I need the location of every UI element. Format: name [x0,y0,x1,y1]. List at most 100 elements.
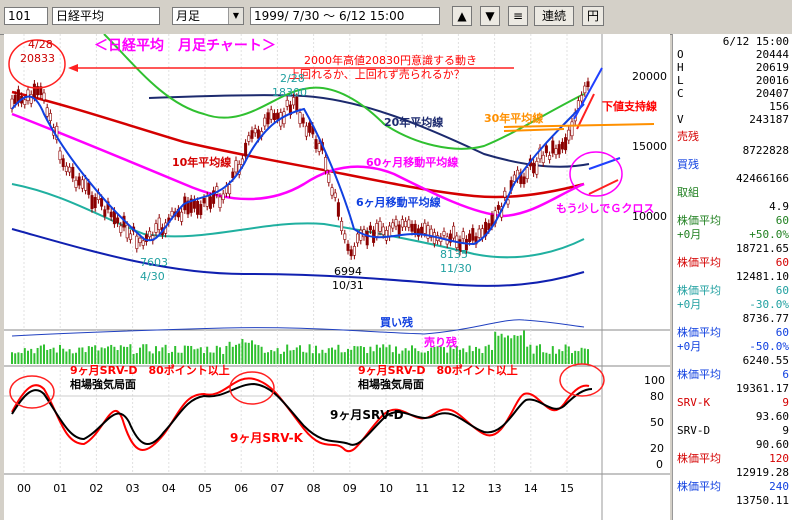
candle-body [346,243,350,251]
volume-bar [311,353,314,364]
name-field[interactable]: 日経平均 [52,7,160,25]
period-select[interactable]: 月足 ▼ [172,7,244,25]
volume-bar [375,344,378,364]
volume-bar [158,351,161,364]
candle-body [199,204,203,216]
price-tick-15000: 15000 [632,140,667,153]
ohlc-value: 20407 [755,87,789,100]
x-tick-label: 13 [488,482,502,495]
indicator-row: 売残 [677,130,789,143]
candle-body [404,220,408,228]
volume-bar [385,347,388,364]
candle-body [109,211,113,218]
ma240-blue-line [11,228,585,287]
volume-bar [62,348,65,364]
oscillator-panel: 9ヶ月SRV-D 80ポイント以上 相場強気局面 9ヶ月SRV-D 80ポイント… [4,363,665,471]
candle-body [538,147,542,160]
code-field[interactable]: 101 [4,7,48,25]
candle-body [48,113,52,122]
indicator-value: 60 [775,214,789,227]
indicator-row: 13750.11 [677,494,789,507]
volume-bar [171,351,173,364]
indicator-label: 取組 [677,186,699,199]
candle-body [407,219,411,228]
x-tick-label: 05 [198,482,212,495]
volume-bar [39,345,42,364]
volume-bar [555,353,557,364]
candle-body [304,125,308,137]
indicator-value: 42466166 [736,172,789,185]
low-2008-value: 6994 [334,265,362,278]
chevron-down-icon[interactable]: ▼ [228,8,243,24]
volume-bar [14,353,17,364]
yen-button[interactable]: 円 [582,6,604,26]
candle-body [90,195,94,209]
candle-body [496,205,500,210]
volume-bar [337,344,340,364]
candle-body [522,176,526,185]
volume-bar [449,345,452,364]
indicator-label: 株価平均 [677,326,721,339]
ma120-teal-line [11,183,585,259]
down-button[interactable]: ▼ [480,6,500,26]
volume-bar [199,347,202,364]
osc-tick-0: 0 [656,458,663,471]
volume-bar [289,350,292,364]
menu-button[interactable]: ≡ [508,6,528,26]
ma30-orange [503,128,565,132]
volume-bar [135,353,138,364]
volume-bar [187,345,189,364]
candle-body [452,225,456,239]
chart-area[interactable]: ＜日経平均 月足チャート＞ 2000年高値20830円意識する動き 上回れるか、… [4,34,670,520]
volume-bar [308,344,311,364]
volume-bar [254,344,257,364]
volume-bar [91,346,93,364]
indicator-value: 19361.17 [736,382,789,395]
ohlc-row: 156 [677,100,789,113]
candle-body [301,117,305,124]
candle-body [39,86,43,96]
indicator-label: +0月 [677,228,702,241]
indicator-row: 18721.65 [677,242,789,255]
volume-bar [228,341,231,364]
candle-body [541,154,545,163]
volume-bar [414,348,417,364]
candle-body [295,96,299,111]
indicator-value: 6240.55 [742,354,789,367]
volume-bar [267,352,269,364]
indicator-value: -50.0% [749,340,789,353]
toolbar: 101 日経平均 月足 ▼ 1999/ 7/30 ～ 6/12 15:00 ▲ … [0,0,792,35]
indicator-value: 8736.77 [742,312,789,325]
continuous-button[interactable]: 連続 [534,6,574,26]
volume-bar [59,344,61,364]
volume-bar [398,353,401,364]
volume-bar [532,353,535,364]
indicator-value: 240 [769,480,789,493]
srv-d-label: 9ヶ月SRV-D [330,408,404,422]
indicator-row: SRV-D 9 [677,424,789,437]
volume-bar [78,347,81,364]
ma60-magenta-line [11,112,585,218]
candle-body [448,233,452,243]
indicator-value: 18721.65 [736,242,789,255]
volume-label-sell: 売り残 [424,335,457,349]
volume-bar [465,352,468,364]
candle-body [564,137,568,151]
candle-body [138,237,142,243]
date-range[interactable]: 1999/ 7/30 ～ 6/12 15:00 [250,7,440,25]
up-button[interactable]: ▲ [452,6,472,26]
x-tick-label: 00 [17,482,31,495]
candle-body [32,83,36,98]
volume-bar [359,346,362,364]
candle-body [112,210,116,225]
volume-bar [430,347,433,364]
x-tick-label: 10 [379,482,393,495]
volume-bar [225,345,228,364]
indicator-row: 株価平均 120 [677,452,789,465]
indicator-row: +0月 -50.0% [677,340,789,353]
x-tick-label: 09 [343,482,357,495]
ohlc-value: 243187 [749,113,789,126]
price-tick-20000: 20000 [632,70,667,83]
volume-bar [347,348,349,364]
volume-bar [100,347,103,364]
